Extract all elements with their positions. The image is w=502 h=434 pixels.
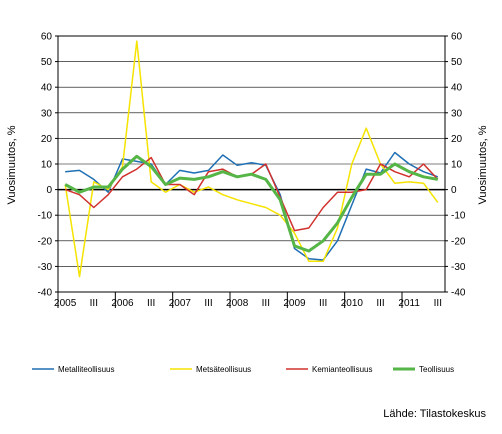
y-axis-left-title: Vuosimuutos, % — [6, 125, 18, 204]
x-tick-label: III — [319, 298, 327, 309]
y-tick-label-left: -20 — [38, 236, 53, 247]
y-tick-label-right: 30 — [451, 108, 463, 119]
y-tick-label-left: -30 — [38, 262, 53, 273]
x-tick-label: 2011 — [398, 298, 420, 309]
y-tick-label-right: -10 — [451, 211, 466, 222]
y-tick-label-left: 0 — [46, 185, 52, 196]
y-tick-label-right: 10 — [451, 160, 463, 171]
y-tick-label-right: -20 — [451, 236, 466, 247]
series-line-mets-teollisuus — [64, 40, 439, 278]
y-tick-label-left: 40 — [41, 83, 53, 94]
y-tick-label-left: 60 — [41, 32, 53, 43]
chart-legend: Metalliteollisuus Metsäteollisuus Kemiante… — [32, 365, 454, 374]
x-tick-label: III — [434, 298, 442, 309]
x-tick-label: III — [90, 298, 98, 309]
legend-label: Kemianteollisuus — [312, 365, 372, 374]
x-tick-label: 2009 — [283, 298, 306, 309]
legend-label: Metalliteollisuus — [58, 365, 114, 374]
x-tick-label: 2008 — [226, 298, 249, 309]
y-axis-right-ticks: -40 -30 -20 -10 0 10 20 30 40 50 60 — [451, 32, 466, 299]
y-tick-label-right: -40 — [451, 288, 466, 299]
y-axis-right-title: Vuosimuutos, % — [477, 125, 489, 204]
series-line-teollisuus — [64, 154, 439, 253]
x-tick-label: 2006 — [111, 298, 134, 309]
chart-axes — [55, 35, 448, 308]
x-tick-label: 2005 — [54, 298, 77, 309]
x-tick-label: III — [147, 298, 155, 309]
y-axis-left-ticks: -40 -30 -20 -10 0 10 20 30 40 50 60 — [38, 32, 53, 299]
x-tick-label: III — [262, 298, 270, 309]
x-axis-ticks: 2005 III 2006 III 2007 III 2008 III 2009 III 2010 I… — [54, 298, 442, 309]
y-tick-label-right: 0 — [451, 185, 457, 196]
x-tick-label: 2007 — [169, 298, 192, 309]
chart-lines — [64, 40, 439, 278]
y-tick-label-right: 40 — [451, 83, 463, 94]
y-tick-label-left: 50 — [41, 57, 53, 68]
y-tick-label-right: 60 — [451, 32, 463, 43]
x-tick-label: III — [204, 298, 212, 309]
x-tick-label: 2010 — [341, 298, 364, 309]
legend-label: Metsäteollisuus — [196, 365, 251, 374]
y-tick-label-right: 20 — [451, 134, 463, 145]
y-tick-label-left: 10 — [41, 160, 53, 171]
y-tick-label-left: -40 — [38, 288, 53, 299]
y-tick-label-left: 30 — [41, 108, 53, 119]
y-tick-label-left: 20 — [41, 134, 53, 145]
legend-label: Teollisuus — [419, 365, 454, 374]
x-tick-label: III — [376, 298, 384, 309]
y-tick-label-left: -10 — [38, 211, 53, 222]
y-tick-label-right: -30 — [451, 262, 466, 273]
source-note: Lähde: Tilastokeskus — [383, 408, 486, 420]
y-tick-label-right: 50 — [451, 57, 463, 68]
